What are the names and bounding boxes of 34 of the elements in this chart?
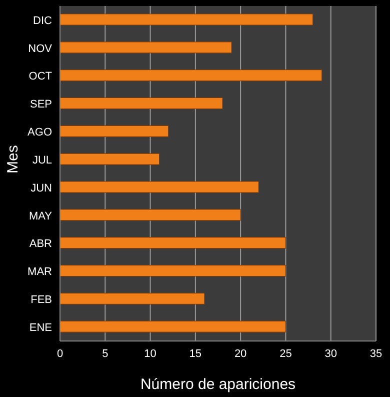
y-tick-label: MAR <box>28 266 52 278</box>
bar <box>60 70 322 82</box>
bar <box>60 14 314 26</box>
y-tick-label: MAY <box>28 210 53 222</box>
y-tick-label: JUN <box>30 182 52 194</box>
x-tick-label: 15 <box>189 348 202 360</box>
y-tick-label: JUL <box>32 154 52 166</box>
y-tick-label: FEB <box>30 294 52 306</box>
x-tick-label: 10 <box>144 348 156 360</box>
bar <box>60 42 232 54</box>
x-axis-title: Número de apariciones <box>140 376 296 393</box>
y-tick-label: SEP <box>30 98 52 111</box>
bar <box>60 153 160 165</box>
x-tick-label: 0 <box>56 348 64 360</box>
bar <box>60 181 259 193</box>
bar <box>60 264 286 277</box>
y-tick-label: ENE <box>29 322 52 334</box>
x-tick-label: 35 <box>370 348 382 360</box>
y-axis-title: Mes <box>4 145 22 174</box>
y-tick-label: AGO <box>28 126 52 139</box>
x-tick-label: 30 <box>324 348 337 360</box>
y-tick-label: ABR <box>29 238 52 250</box>
bar <box>60 125 169 137</box>
y-tick-label: OCT <box>28 70 52 83</box>
bar <box>60 209 241 221</box>
x-tick-label: 5 <box>102 348 108 360</box>
bar <box>60 97 223 110</box>
bar <box>60 292 205 304</box>
x-tick-label: 25 <box>280 348 292 360</box>
x-tick-label: 20 <box>234 348 247 360</box>
y-tick-label: DIC <box>33 14 52 27</box>
bar <box>60 237 286 249</box>
y-tick-label: NOV <box>28 42 53 55</box>
bar <box>60 320 286 332</box>
